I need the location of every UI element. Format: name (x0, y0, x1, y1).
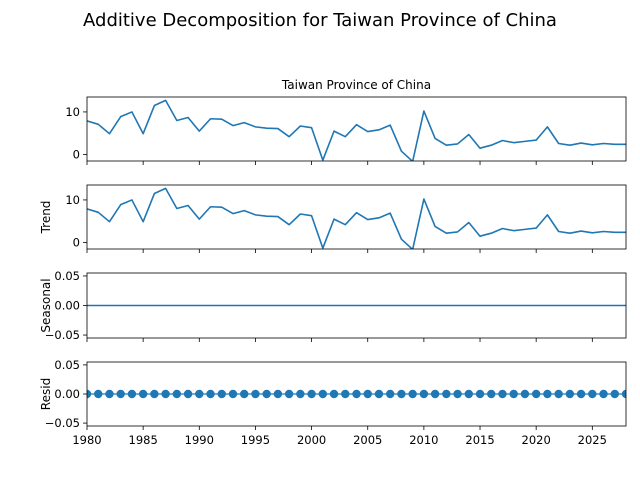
y-tick-label: 0.05 (54, 269, 80, 283)
resid-point (341, 389, 350, 399)
resid-point (430, 389, 440, 399)
resid-point (183, 389, 193, 399)
resid-point (273, 389, 283, 399)
resid-point (251, 389, 260, 399)
resid-point (520, 389, 530, 399)
y-tick-label: 10 (65, 193, 80, 207)
panel-seasonal: Seasonal−0.05 0.00 0.05 (39, 269, 627, 342)
resid-point (554, 389, 563, 399)
axes-frame (86, 272, 627, 339)
resid-point (599, 389, 608, 399)
x-tick-label: 2005 (353, 433, 382, 447)
resid-point (576, 389, 586, 399)
x-tick-label: 2010 (409, 433, 438, 447)
series-line-observed (87, 99, 626, 161)
resid-point (116, 389, 125, 399)
panel-resid: Resid −0.05 0.00 0.05 1980 1985 1990 1995 2000 20… (39, 358, 627, 447)
x-tick-label: 1990 (185, 433, 214, 447)
resid-point (464, 389, 473, 399)
y-axis-label-trend: Trend (39, 201, 53, 235)
series-line-trend (87, 187, 626, 249)
resid-point (138, 389, 148, 399)
resid-point (240, 389, 249, 399)
y-tick-label: 0.05 (54, 358, 80, 372)
resid-point (262, 389, 271, 399)
resid-point (352, 389, 361, 399)
resid-point (565, 389, 575, 399)
resid-point (487, 389, 496, 399)
resid-point (127, 389, 137, 399)
y-axis-label-resid: Resid (39, 378, 53, 410)
x-tick-label: 1995 (241, 433, 270, 447)
resid-point (621, 389, 626, 399)
resid-point (206, 389, 215, 399)
resid-point (105, 389, 114, 399)
resid-point (385, 389, 395, 399)
resid-point (228, 389, 238, 399)
y-tick-label: 0.00 (54, 387, 80, 401)
resid-point (543, 389, 552, 399)
resid-point (374, 389, 384, 399)
resid-point (284, 389, 294, 399)
resid-point (442, 389, 451, 399)
resid-point (610, 389, 619, 399)
resid-point (161, 389, 170, 399)
y-tick-label: 0.00 (54, 299, 80, 313)
panel-trend: Trend 0 10 (39, 184, 627, 253)
series-observed (87, 99, 626, 161)
series-trend (87, 187, 626, 249)
y-tick-label: −0.05 (45, 416, 80, 430)
resid-point (217, 389, 226, 399)
resid-point (509, 389, 518, 399)
x-tick-label: 2000 (297, 433, 326, 447)
y-tick-label: −0.05 (45, 328, 80, 342)
x-tick-label: 2020 (522, 433, 551, 447)
y-tick-label: 10 (65, 105, 80, 119)
resid-point (419, 389, 429, 399)
resid-point (172, 389, 182, 399)
resid-point (408, 389, 417, 399)
resid-point (475, 389, 485, 399)
x-tick-label: 1980 (72, 433, 101, 447)
axes-frame (86, 184, 627, 250)
resid-point (397, 389, 406, 399)
y-axis-label-seasonal: Seasonal (39, 278, 53, 332)
resid-point (498, 389, 507, 399)
y-tick-label: 0 (73, 148, 80, 162)
series-resid (87, 389, 626, 399)
resid-point (363, 389, 372, 399)
x-tick-label: 2015 (465, 433, 494, 447)
x-tick-label: 1985 (129, 433, 158, 447)
resid-point (329, 389, 339, 399)
resid-point (195, 389, 204, 399)
axes-frame (86, 361, 627, 427)
x-tick-label: 2025 (578, 433, 607, 447)
resid-point (453, 389, 462, 399)
resid-point (87, 389, 92, 399)
resid-point (296, 389, 305, 399)
resid-point (531, 389, 541, 399)
resid-point (318, 389, 328, 399)
panel-observed: Taiwan Province of China 0 10 (65, 78, 627, 165)
resid-point (588, 389, 597, 399)
axes-frame (86, 96, 627, 162)
resid-point (150, 389, 159, 399)
panel-title: Taiwan Province of China (281, 78, 431, 92)
figure-title: Additive Decomposition for Taiwan Provin… (83, 10, 557, 31)
y-tick-label: 0 (73, 236, 80, 250)
resid-point (94, 389, 103, 399)
resid-point (307, 389, 316, 399)
